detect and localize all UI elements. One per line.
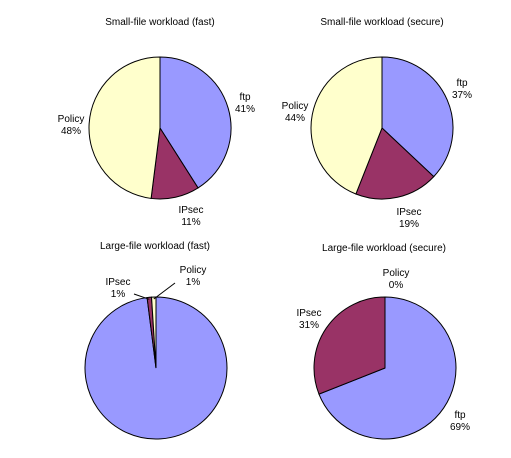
pie-slice-ftp (318, 296, 457, 440)
slice-label-ftp: ftp 69% (450, 410, 470, 433)
pie-slice-ipsec (313, 296, 386, 395)
slice-label-ipsec: IPsec 31% (296, 308, 321, 331)
pie-slice-policy (310, 56, 383, 195)
slice-label-ftp: ftp 41% (235, 92, 255, 115)
pie-chart-2: Small-file workload (secure) ftp 37% IPsec 1… (282, 17, 472, 230)
pie-chart-4: Large-file workload (secure) ftp 69% IPsec 3… (296, 243, 470, 440)
pie-chart-1: Small-file workload (fast) ftp 41% IPsec 11%… (58, 17, 255, 228)
slice-label-ftp: ftp 37% (452, 78, 472, 101)
label-leader-line (153, 282, 176, 300)
slice-label-ipsec: IPsec 1% (105, 277, 130, 300)
slice-label-policy: Policy 44% (282, 101, 309, 124)
pie-chart-3: Large-file workload (fast) IPsec 1% Policy 1… (84, 241, 228, 440)
pie-slice-policy (88, 56, 161, 199)
chart-title: Small-file workload (secure) (320, 17, 443, 28)
chart-title: Small-file workload (fast) (105, 17, 214, 28)
chart-title: Large-file workload (secure) (322, 243, 446, 254)
slice-label-policy: Policy 0% (383, 268, 410, 291)
pie-slice-ftp (381, 56, 454, 178)
slice-label-policy: Policy 48% (58, 114, 85, 137)
slice-label-ipsec: IPsec 11% (178, 205, 203, 228)
label-leader-line (133, 293, 150, 300)
slice-label-ipsec: IPsec 19% (396, 207, 421, 230)
chart-title: Large-file workload (fast) (100, 241, 210, 252)
slice-label-policy: Policy 1% (180, 265, 207, 288)
